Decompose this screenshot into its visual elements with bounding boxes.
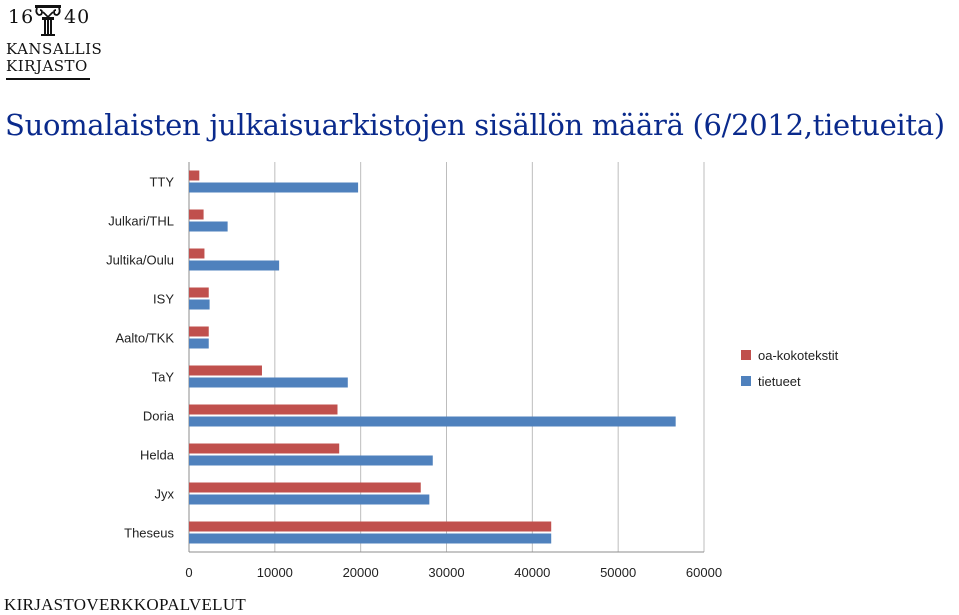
legend-swatch [741, 376, 751, 386]
bar-tietueet [189, 260, 280, 271]
legend-swatch [741, 350, 751, 360]
logo-year-right: 40 [64, 6, 91, 28]
bar-tietueet [189, 182, 359, 193]
bar-tietueet [189, 455, 433, 466]
bar-oa-kokotekstit [189, 521, 552, 532]
x-axis-ticks: 0 10000 20000 30000 40000 50000 60000 [185, 565, 722, 580]
bar-oa-kokotekstit [189, 482, 421, 493]
logo-rule [6, 78, 90, 80]
logo-text-line2: KIRJASTO [6, 57, 88, 75]
bar-oa-kokotekstit [189, 170, 200, 181]
x-tick-label: 60000 [686, 565, 722, 580]
x-tick-label: 30000 [428, 565, 464, 580]
category-label: Aalto/TKK [115, 331, 174, 346]
bar-oa-kokotekstit [189, 443, 340, 454]
bar-tietueet [189, 338, 209, 349]
x-tick-label: 20000 [343, 565, 379, 580]
category-label: TTY [149, 175, 174, 190]
footer-text: KIRJASTOVERKKOPALVELUT [4, 595, 247, 614]
x-tick-label: 10000 [257, 565, 293, 580]
bar-tietueet [189, 299, 210, 310]
logo-year: 16 40 [8, 6, 89, 28]
chart-grid [188, 162, 705, 553]
logo-year-left: 16 [8, 6, 35, 28]
legend-label: tietueet [758, 374, 801, 389]
category-label: ISY [153, 292, 174, 307]
bar-oa-kokotekstit [189, 287, 209, 298]
category-label: Doria [143, 409, 175, 424]
kansalliskirjasto-logo: 16 40 KANSALLIS KIRJASTO [2, 2, 102, 82]
legend-label: oa-kokotekstit [758, 348, 839, 363]
x-tick-label: 50000 [600, 565, 636, 580]
bar-oa-kokotekstit [189, 365, 262, 376]
chart-bars [189, 170, 676, 544]
bar-oa-kokotekstit [189, 248, 205, 259]
category-label: Theseus [124, 526, 174, 541]
x-tick-label: 0 [185, 565, 192, 580]
category-label: Jyx [155, 487, 175, 502]
chart-legend: oa-kokotekstit tietueet [741, 348, 839, 389]
column-capital-icon [35, 5, 61, 36]
bar-oa-kokotekstit [189, 326, 209, 337]
y-axis-categories: TTY Julkari/THL Jultika/Oulu ISY Aalto/TKK Ta… [106, 175, 175, 541]
bar-tietueet [189, 494, 430, 505]
category-label: Jultika/Oulu [106, 253, 174, 268]
category-label: TaY [152, 370, 175, 385]
bar-oa-kokotekstit [189, 404, 338, 415]
x-tick-label: 40000 [514, 565, 550, 580]
bar-tietueet [189, 221, 228, 232]
bar-oa-kokotekstit [189, 209, 204, 220]
page-title: Suomalaisten julkaisuarkistojen sisällön… [5, 108, 945, 142]
bar-tietueet [189, 416, 676, 427]
bar-tietueet [189, 377, 348, 388]
category-label: Julkari/THL [108, 214, 174, 229]
bar-tietueet [189, 533, 552, 544]
category-label: Helda [140, 448, 175, 463]
logo-text-line1: KANSALLIS [6, 40, 103, 58]
